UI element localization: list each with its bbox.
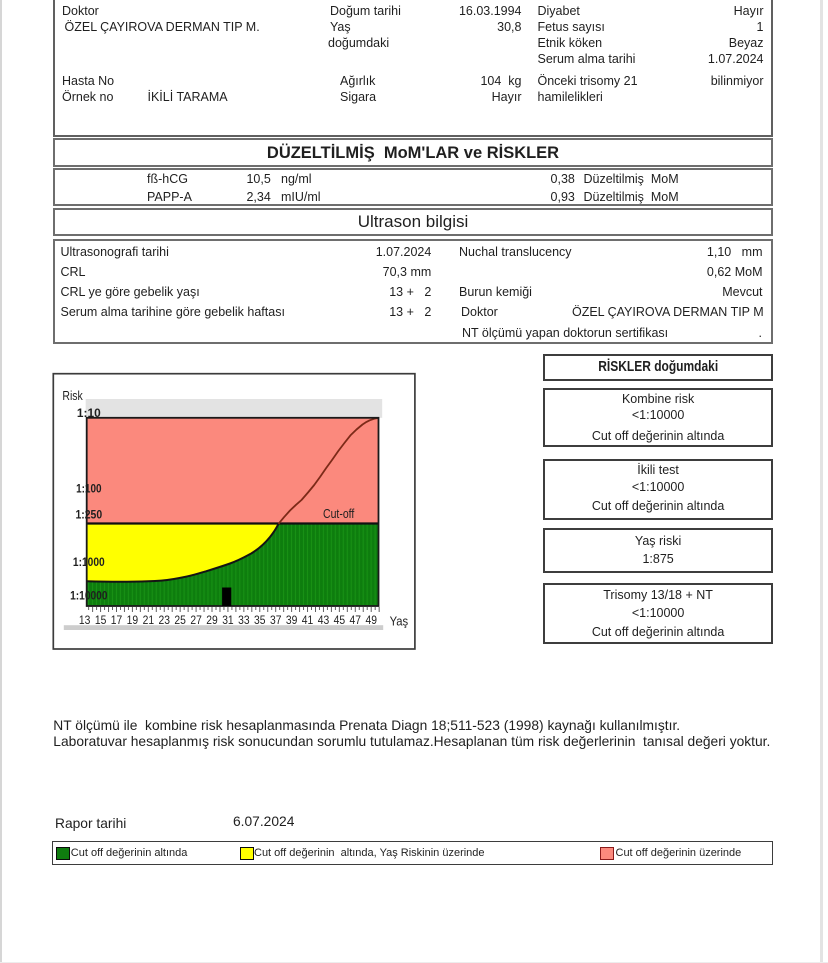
- svg-text:31: 31: [222, 614, 233, 627]
- svg-text:35: 35: [254, 614, 265, 627]
- svg-text:37: 37: [270, 614, 281, 627]
- svg-text:29: 29: [206, 614, 217, 627]
- svg-text:21: 21: [143, 614, 154, 627]
- svg-text:Yaş: Yaş: [390, 614, 409, 629]
- svg-text:1:250: 1:250: [75, 509, 102, 522]
- svg-text:23: 23: [159, 614, 170, 627]
- svg-text:39: 39: [286, 614, 297, 627]
- svg-text:41: 41: [302, 614, 313, 627]
- svg-text:Risk: Risk: [62, 390, 83, 403]
- svg-text:1:100: 1:100: [76, 483, 101, 496]
- svg-text:13: 13: [79, 614, 90, 627]
- svg-text:1:1000: 1:1000: [73, 556, 105, 569]
- svg-text:1:10: 1:10: [77, 406, 101, 420]
- svg-text:19: 19: [127, 614, 138, 627]
- svg-text:1:10000: 1:10000: [70, 590, 107, 603]
- svg-text:17: 17: [111, 614, 122, 627]
- svg-text:47: 47: [350, 614, 361, 627]
- svg-text:27: 27: [190, 614, 201, 627]
- svg-text:33: 33: [238, 614, 249, 627]
- svg-text:15: 15: [95, 614, 106, 627]
- svg-text:Cut-off: Cut-off: [323, 508, 355, 521]
- svg-text:25: 25: [174, 614, 185, 627]
- svg-text:49: 49: [365, 614, 376, 627]
- svg-text:45: 45: [334, 614, 345, 627]
- svg-text:43: 43: [318, 614, 329, 627]
